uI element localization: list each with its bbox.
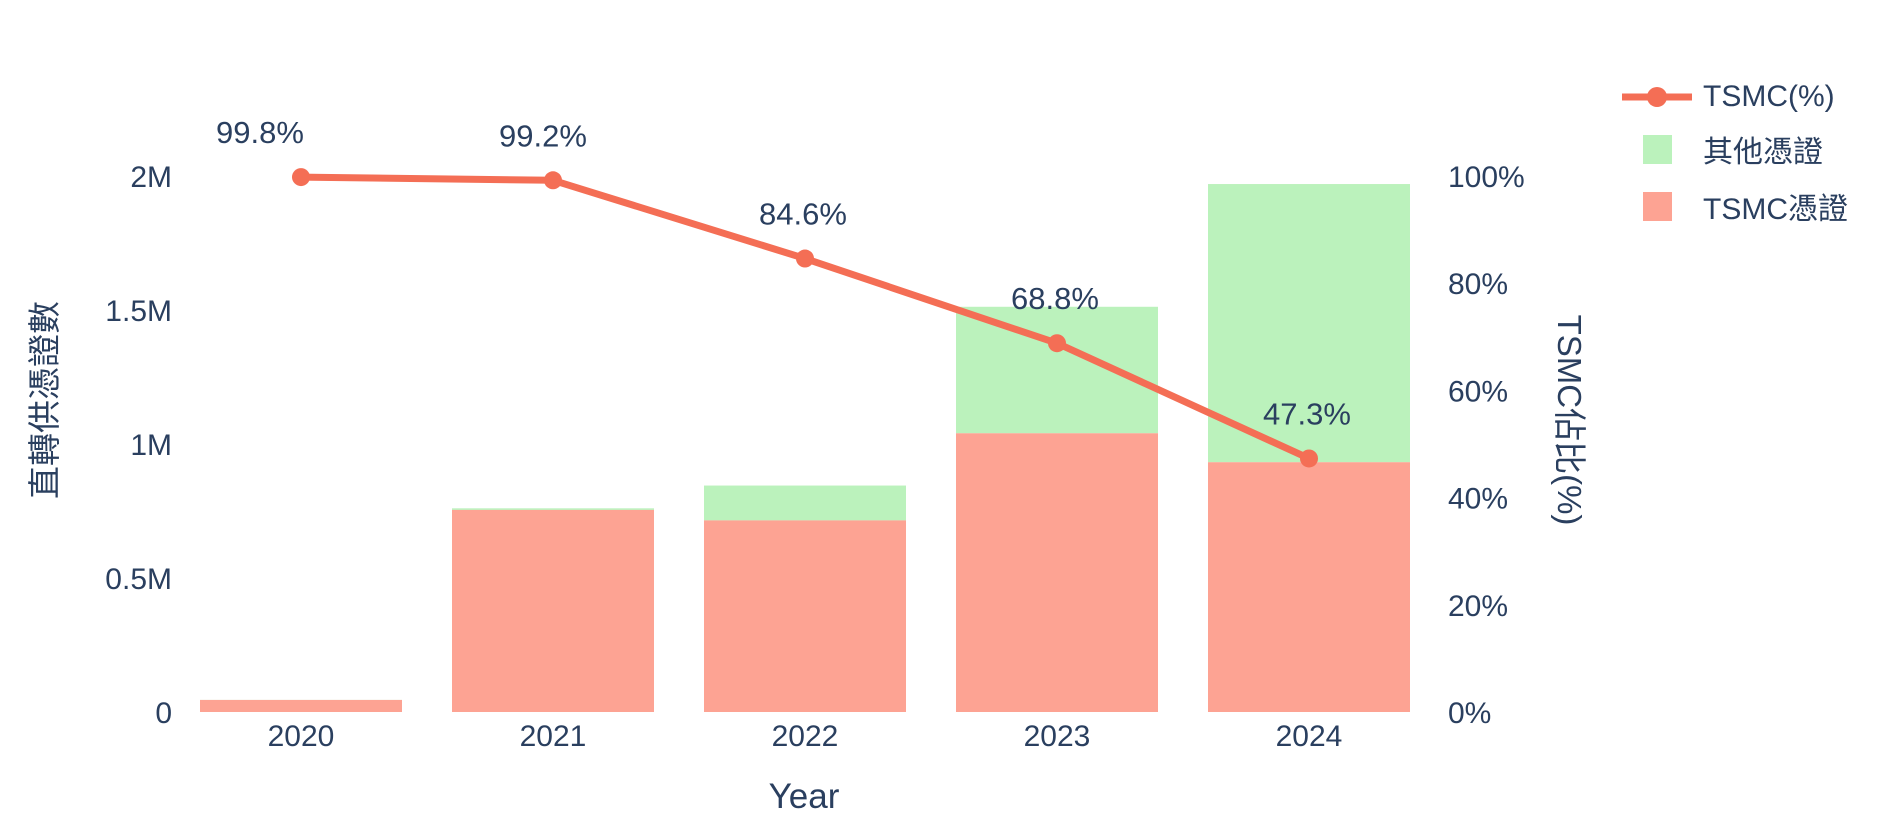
left-axis-title: 直轉供憑證數 (26, 301, 63, 499)
bar-2022-other-certs[interactable] (704, 485, 906, 521)
tsmc-pct-point-2020[interactable] (292, 168, 310, 187)
right-axis-title: TSMC佔比(%) (1551, 314, 1588, 526)
x-axis-tick-2023: 2023 (1024, 720, 1091, 753)
tsmc-pct-label-2020: 99.8% (216, 115, 304, 150)
tsmc-pct-point-2024[interactable] (1300, 449, 1318, 468)
bar-2023-tsmc-certs[interactable] (956, 433, 1158, 712)
right-axis-tick-20%: 20% (1448, 590, 1508, 623)
left-axis-tick-0.5M: 0.5M (105, 563, 172, 596)
legend-item-tsmc-certs[interactable]: TSMC憑證 (1620, 184, 1848, 228)
bar-2020-tsmc-certs[interactable] (200, 699, 402, 712)
tsmc-certs-swatch-icon (1620, 190, 1694, 222)
right-axis-tick-40%: 40% (1448, 483, 1508, 516)
right-axis-tick-0%: 0% (1448, 697, 1491, 730)
left-axis-tick-1M: 1M (130, 429, 172, 462)
tsmc-pct-point-2023[interactable] (1048, 334, 1066, 353)
tsmc-pct-label-2022: 84.6% (759, 197, 847, 232)
left-axis-tick-0: 0 (155, 697, 172, 730)
bar-2021-tsmc-certs[interactable] (452, 509, 654, 712)
legend-label-tsmc-certs: TSMC憑證 (1703, 193, 1848, 226)
tsmc-pct-label-2021: 99.2% (499, 118, 587, 153)
legend-item-other-certs[interactable]: 其他憑證 (1620, 127, 1848, 171)
x-axis-tick-2021: 2021 (520, 720, 587, 753)
other-certs-swatch-icon (1620, 133, 1694, 165)
legend-label-other-certs: 其他憑證 (1703, 136, 1823, 169)
x-axis-tick-2024: 2024 (1276, 720, 1343, 753)
left-axis-tick-1.5M: 1.5M (105, 295, 172, 328)
bar-2023-other-certs[interactable] (956, 306, 1158, 434)
tsmc-pct-label-2023: 68.8% (1011, 281, 1099, 316)
legend-label-tsmc-pct: TSMC(%) (1703, 80, 1835, 113)
bar-2024-other-certs[interactable] (1208, 184, 1410, 463)
bar-2024-tsmc-certs[interactable] (1208, 462, 1410, 712)
tsmc-pct-label-2024: 47.3% (1263, 396, 1351, 431)
legend: TSMC(%) 其他憑證 TSMC憑證 (1620, 80, 1848, 228)
x-axis-tick-2020: 2020 (268, 720, 335, 753)
bar-2021-other-certs[interactable] (452, 508, 654, 510)
tsmc-pct-point-2022[interactable] (796, 249, 814, 268)
left-axis-tick-2M: 2M (130, 161, 172, 194)
legend-item-tsmc-pct[interactable]: TSMC(%) (1620, 80, 1848, 114)
right-axis-tick-60%: 60% (1448, 375, 1508, 408)
right-axis-tick-100%: 100% (1448, 161, 1525, 194)
tsmc-pct-point-2021[interactable] (544, 171, 562, 190)
x-axis-tick-2022: 2022 (772, 720, 839, 753)
right-axis-tick-80%: 80% (1448, 268, 1508, 301)
bar-2022-tsmc-certs[interactable] (704, 520, 906, 712)
x-axis-title: Year (768, 777, 840, 816)
line-series-icon (1620, 81, 1694, 113)
